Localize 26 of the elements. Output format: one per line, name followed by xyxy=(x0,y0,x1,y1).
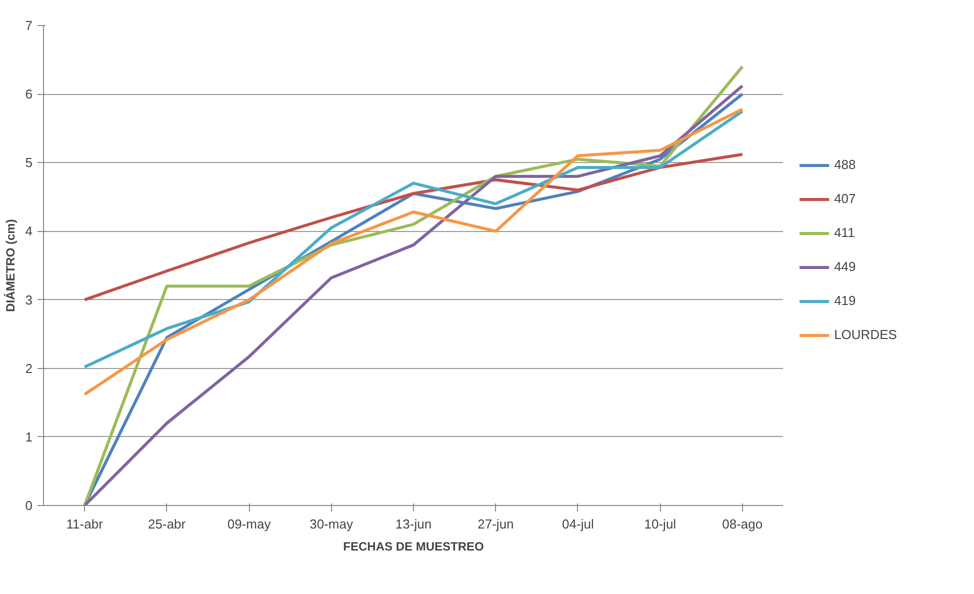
y-axis-title: DIÁMETRO (cm) xyxy=(3,219,18,312)
y-tick-label: 4 xyxy=(25,224,33,239)
x-tick-label: 08-ago xyxy=(722,516,763,532)
x-tick-label: 09-may xyxy=(227,516,272,532)
x-tick-label: 04-jul xyxy=(562,516,594,532)
y-tick-label: 1 xyxy=(25,429,33,444)
y-tick-label: 3 xyxy=(25,292,33,308)
x-tick-label: 25-abr xyxy=(148,516,186,532)
legend-label: 419 xyxy=(834,293,856,308)
y-tick-label: 7 xyxy=(25,18,33,33)
line-series xyxy=(83,152,744,302)
legend-label: LOURDES xyxy=(834,327,897,342)
y-tick-label: 5 xyxy=(25,155,33,170)
legend-label: 407 xyxy=(834,191,856,206)
y-tick-label: 0 xyxy=(25,498,33,513)
x-axis-title: FECHAS DE MUESTREO xyxy=(343,540,484,554)
x-tick-label: 10-jul xyxy=(644,516,676,532)
x-tick-label: 27-jun xyxy=(478,516,514,532)
x-tick-label: 30-may xyxy=(310,516,354,532)
legend-label: 449 xyxy=(834,259,856,274)
y-tick-label: 6 xyxy=(25,86,33,102)
x-tick-label: 13-jun xyxy=(395,516,432,532)
legend-label: 411 xyxy=(834,225,855,240)
y-tick-label: 2 xyxy=(25,360,33,376)
x-tick-label: 11-abr xyxy=(66,516,104,532)
legend-label: 488 xyxy=(834,157,856,172)
